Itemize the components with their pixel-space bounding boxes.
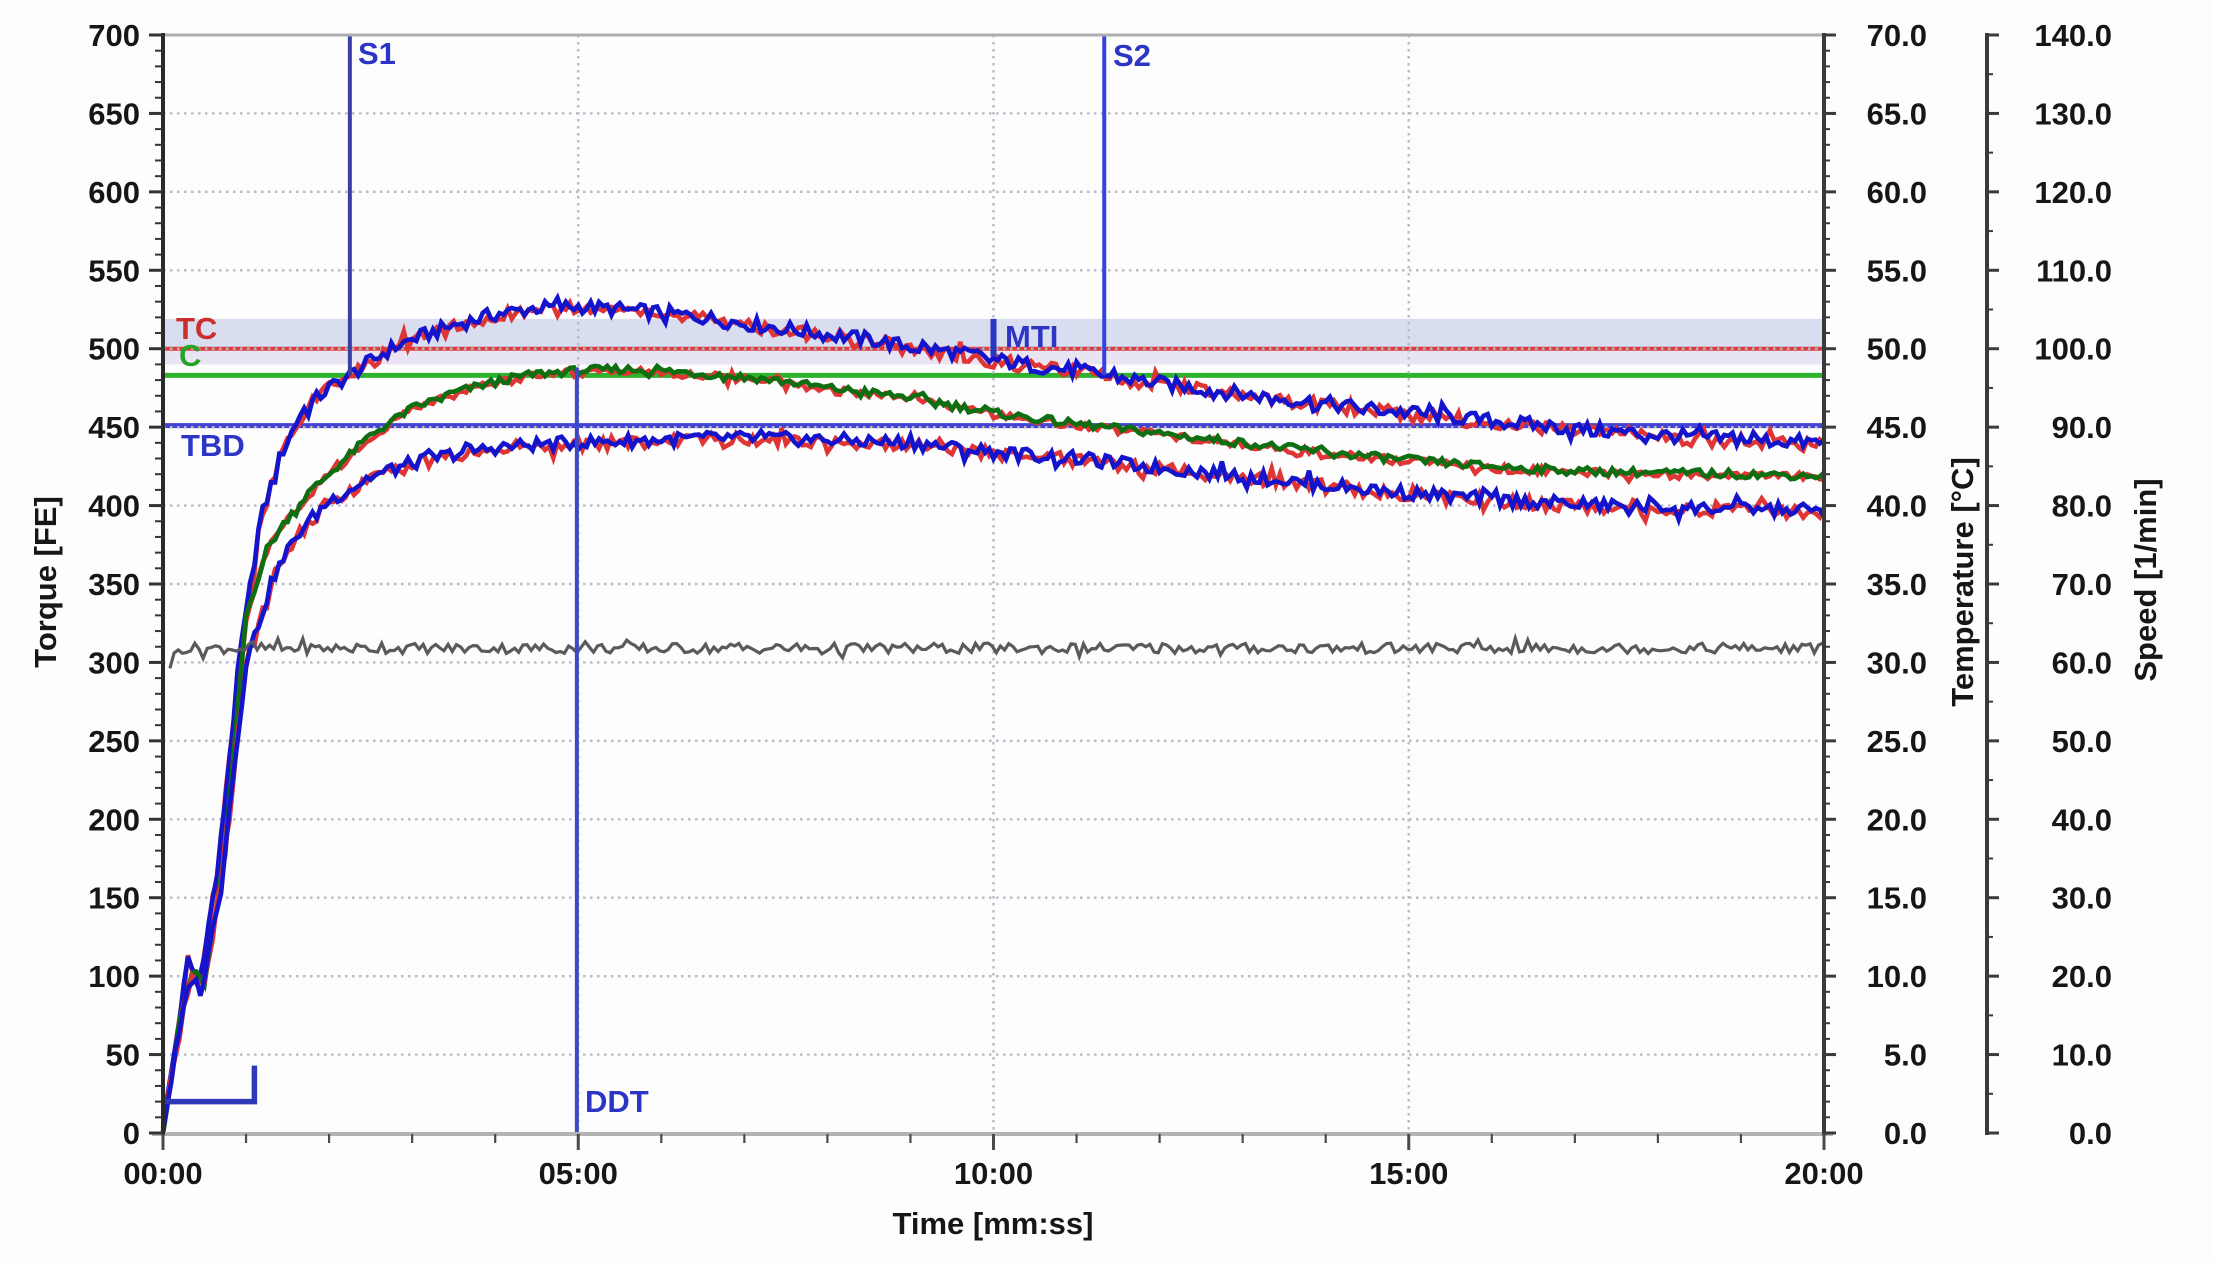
svg-text:60.0: 60.0 [2052,645,2112,680]
svg-text:60.0: 60.0 [1867,175,1927,210]
svg-text:50.0: 50.0 [1867,332,1927,367]
svg-text:20:00: 20:00 [1784,1156,1863,1191]
svg-text:70.0: 70.0 [1867,18,1927,53]
svg-text:100.0: 100.0 [2034,332,2112,367]
svg-text:150: 150 [88,881,140,916]
temperature-axis-title: Temperature [°C] [1945,457,1980,707]
svg-text:20.0: 20.0 [2052,959,2112,994]
svg-text:400: 400 [88,489,140,524]
svg-text:10:00: 10:00 [954,1156,1033,1191]
svg-text:00:00: 00:00 [123,1156,202,1191]
svg-text:70.0: 70.0 [2052,567,2112,602]
svg-text:15:00: 15:00 [1369,1156,1448,1191]
svg-text:25.0: 25.0 [1867,724,1927,759]
time-axis-title: Time [mm:ss] [892,1206,1094,1241]
speed-axis-title: Speed [1/min] [2128,478,2163,682]
svg-text:450: 450 [88,410,140,445]
svg-text:90.0: 90.0 [2052,410,2112,445]
svg-text:65.0: 65.0 [1867,96,1927,131]
svg-text:100: 100 [88,959,140,994]
label-s2-marker: S2 [1113,38,1151,73]
label-mti-marker: MTI [1005,319,1059,354]
svg-text:700: 700 [88,18,140,53]
svg-text:30.0: 30.0 [1867,645,1927,680]
svg-text:120.0: 120.0 [2034,175,2112,210]
svg-text:80.0: 80.0 [2052,489,2112,524]
svg-text:0.0: 0.0 [1884,1116,1927,1151]
label-ddt-marker: DDT [585,1084,649,1119]
svg-text:40.0: 40.0 [1867,489,1927,524]
svg-text:0: 0 [123,1116,140,1151]
svg-text:10.0: 10.0 [2052,1038,2112,1073]
svg-text:500: 500 [88,332,140,367]
svg-text:130.0: 130.0 [2034,96,2112,131]
svg-text:30.0: 30.0 [2052,881,2112,916]
svg-text:55.0: 55.0 [1867,253,1927,288]
svg-text:200: 200 [88,802,140,837]
svg-text:05:00: 05:00 [539,1156,618,1191]
svg-text:600: 600 [88,175,140,210]
svg-text:0.0: 0.0 [2069,1116,2112,1151]
svg-text:45.0: 45.0 [1867,410,1927,445]
svg-text:250: 250 [88,724,140,759]
torque-axis-title: Torque [FE] [28,496,63,668]
label-s1-marker: S1 [358,36,396,71]
svg-text:650: 650 [88,96,140,131]
svg-text:350: 350 [88,567,140,602]
svg-text:50: 50 [106,1038,140,1073]
label-tbd-threshold: TBD [181,428,245,463]
svg-text:50.0: 50.0 [2052,724,2112,759]
svg-text:20.0: 20.0 [1867,802,1927,837]
svg-text:15.0: 15.0 [1867,881,1927,916]
svg-text:35.0: 35.0 [1867,567,1927,602]
svg-text:110.0: 110.0 [2036,253,2112,288]
svg-text:140.0: 140.0 [2034,18,2112,53]
svg-text:5.0: 5.0 [1884,1038,1927,1073]
svg-text:550: 550 [88,253,140,288]
svg-text:10.0: 10.0 [1867,959,1927,994]
label-c-threshold: C [179,338,202,373]
svg-text:300: 300 [88,645,140,680]
svg-text:40.0: 40.0 [2052,802,2112,837]
label-tc-threshold: TC [176,311,218,346]
